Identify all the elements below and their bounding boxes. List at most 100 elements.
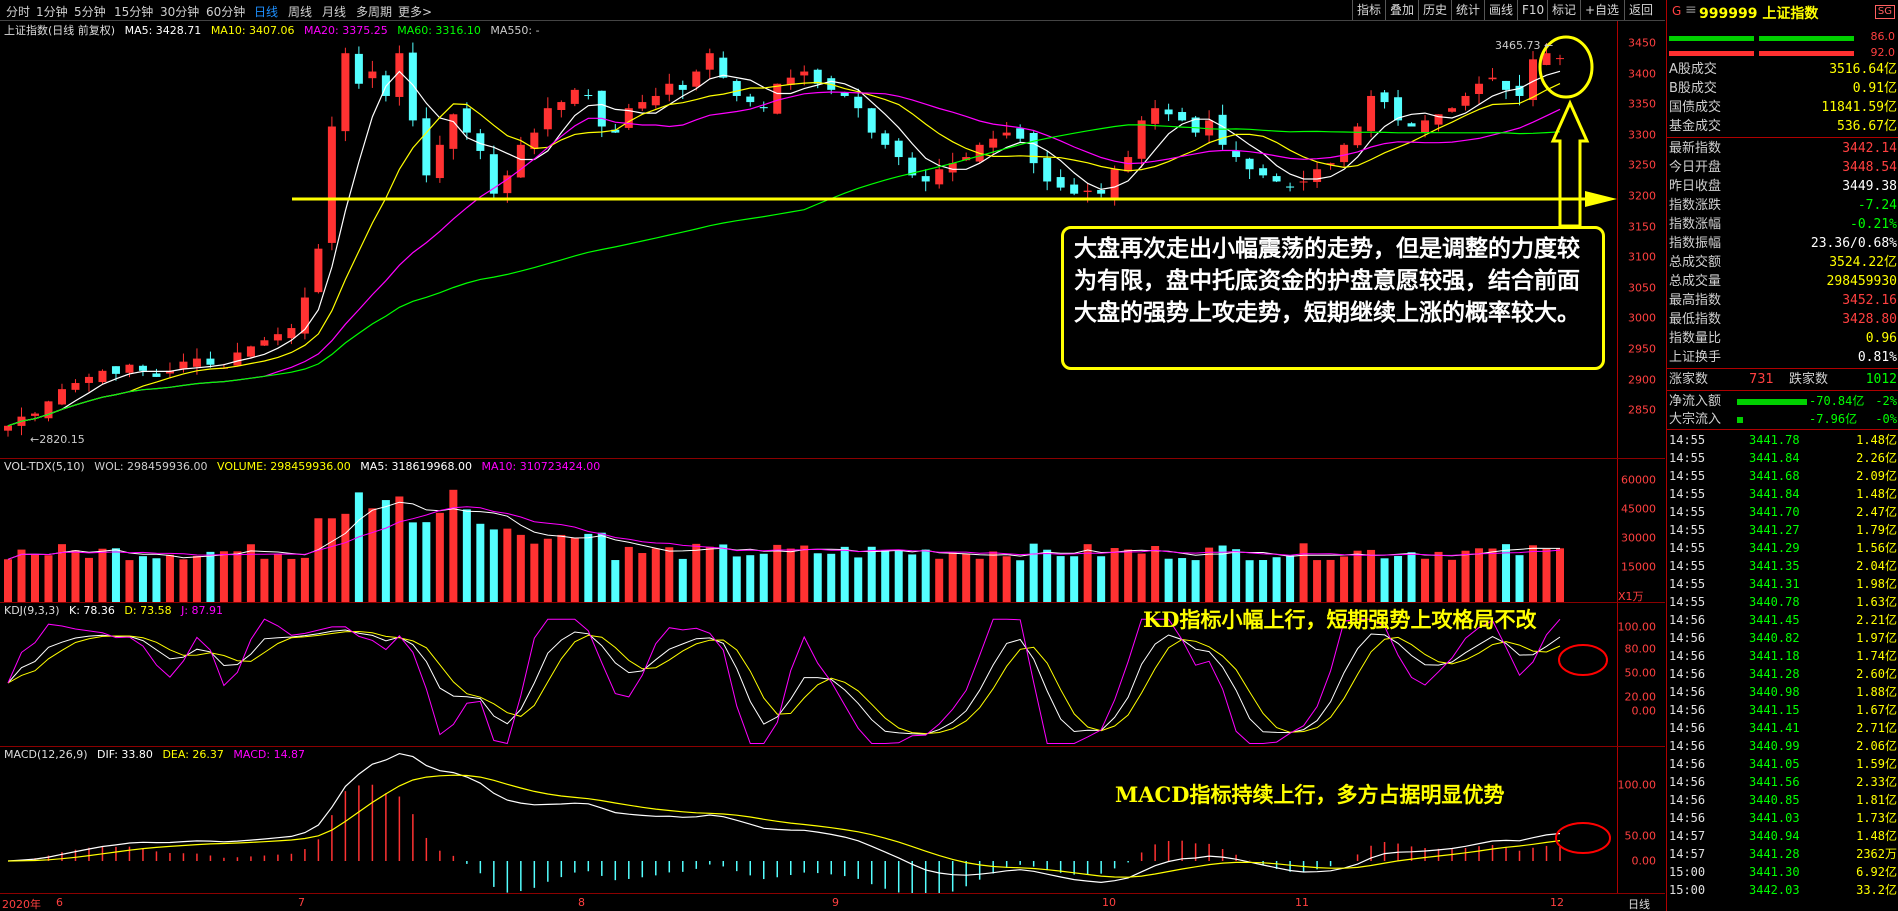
macd-svg [7,752,1611,893]
y-tick-label: 20.00 [1624,690,1657,704]
support-arrow-icon [1585,191,1617,207]
candle-body [1164,109,1173,115]
candle-body [435,144,444,179]
y-tick-label: 50.00 [1624,829,1657,843]
volume-chart[interactable] [0,459,1617,602]
row-value: 3448.54 [1842,160,1897,175]
tick-volume: 2.47亿 [1856,505,1897,519]
candle-body [192,358,201,367]
candle-body [638,102,647,109]
analysis-callout: 大盘再次走出小幅震荡的走势，但是调整的力度较为有限，盘中托底资金的护盘意愿较强，… [1061,226,1605,370]
tick-volume: 1.88亿 [1856,685,1897,699]
row-value: 0.81% [1857,350,1897,365]
tick-price: 3441.41 [1749,721,1800,735]
tick-time: 14:55 [1669,505,1706,519]
divider [1667,429,1898,430]
stats-button[interactable]: 统计 [1451,0,1484,20]
candle-body [422,118,431,176]
add-watchlist-button[interactable]: +自选 [1580,0,1623,20]
breadth-row: 涨家数 731 跌家数 1012 [1669,370,1897,389]
row-label: 最新指数 [1669,141,1722,156]
j-line [7,618,1561,745]
candle-body [125,364,134,373]
tick-price: 3441.28 [1749,847,1800,861]
period-1min[interactable]: 1分钟 [36,5,68,19]
flow-label: 净流入额 [1669,394,1722,409]
tick-price: 3440.98 [1749,685,1800,699]
candlestick-svg: 3465.73 ← ←2820.15 [4,35,1617,446]
period-intraday[interactable]: 分时 [6,5,31,19]
candle-body [1340,144,1349,163]
macd-chart[interactable] [0,747,1617,893]
kdj-chart[interactable] [0,603,1617,746]
period-daily[interactable]: 日线 [254,5,279,19]
volume-bar [476,523,485,602]
tick-price: 3441.78 [1749,433,1800,447]
ma10-line [7,81,1561,427]
macd-name: MACD(12,26,9) [4,748,88,761]
candle-body [881,133,890,145]
period-monthly[interactable]: 月线 [322,5,347,19]
tick-volume: 1.59亿 [1856,757,1897,771]
ratio-top: 86.0 [1870,30,1896,43]
date-axis: 2020年 6 7 8 9 10 11 12 日线 [0,893,1665,911]
row-label: 总成交量 [1669,274,1722,289]
period-more[interactable]: 更多> [398,5,433,19]
volume-bar [1218,545,1227,602]
volume-bar [1286,555,1295,602]
period-30min[interactable]: 30分钟 [160,5,200,19]
indicator-button[interactable]: 指标 [1352,0,1385,20]
volume-bar [395,496,404,602]
flow-pct: -2% [1875,394,1897,408]
volume-bar [300,557,309,602]
period-15min[interactable]: 15分钟 [114,5,154,19]
candle-body [1097,189,1106,194]
candle-body [4,425,12,431]
divider [1667,137,1898,138]
period-weekly[interactable]: 周线 [288,5,313,19]
back-button[interactable]: 返回 [1624,0,1657,20]
row-value: -0.21% [1850,217,1897,232]
overlay-button[interactable]: 叠加 [1385,0,1418,20]
menu-icon[interactable]: ≡ [1685,2,1697,18]
history-button[interactable]: 历史 [1418,0,1451,20]
x-label-aug: 8 [578,896,585,909]
volume-bar [1097,556,1106,602]
row-value: 3428.80 [1842,312,1897,327]
tick-price: 3441.70 [1749,505,1800,519]
draw-line-button[interactable]: 画线 [1484,0,1517,20]
y-tick-label: 2900 [1628,373,1656,387]
row-value: 23.36/0.68% [1810,236,1897,251]
price-chart[interactable]: 3465.73 ← ←2820.15 [0,21,1617,458]
tick-time: 14:56 [1669,721,1706,735]
price-legend: 上证指数(日线 前复权) MA5: 3428.71 MA10: 3407.06 … [4,22,546,38]
y-tick-label: 80.00 [1624,642,1657,656]
volume-bar [975,558,984,602]
tick-time: 14:56 [1669,667,1706,681]
row-label: 指数量比 [1669,331,1722,346]
candle-body [1191,117,1200,133]
candle-body [624,108,633,128]
ma550-label: MA550: - [490,24,540,37]
candle-body [732,81,741,96]
volume-bar [422,522,431,602]
candle-body [813,69,822,84]
candle-body [287,328,296,339]
row-value: 3449.38 [1842,179,1897,194]
volume-bar [152,558,161,602]
kdj-svg [7,618,1608,745]
mark-button[interactable]: 标记 [1547,0,1580,20]
period-multi[interactable]: 多周期 [356,5,393,19]
tick-volume: 1.63亿 [1856,595,1897,609]
f10-button[interactable]: F10 [1517,0,1548,20]
row-label: 今日开盘 [1669,160,1722,175]
volume-bar [989,551,998,602]
period-5min[interactable]: 5分钟 [74,5,106,19]
candle-body [759,107,768,109]
candle-body [368,71,377,79]
candle-body [1556,58,1564,60]
tick-row: 14:55 3441.84 1.48亿 [1669,485,1897,503]
volume-bar [692,543,701,602]
period-60min[interactable]: 60分钟 [206,5,246,19]
tick-price: 3440.82 [1749,631,1800,645]
